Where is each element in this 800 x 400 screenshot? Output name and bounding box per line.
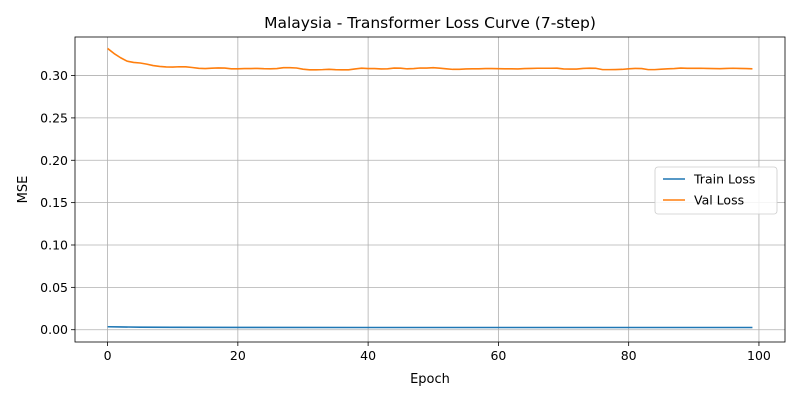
y-tick-label: 0.20 xyxy=(40,153,68,168)
series-lines xyxy=(107,47,753,329)
legend-box xyxy=(654,166,778,215)
y-axis-label: MSE xyxy=(16,176,31,204)
legend: Train Loss Val Loss xyxy=(654,166,778,215)
y-tick-label: 0.05 xyxy=(40,280,68,295)
y-tick-label: 0.30 xyxy=(40,68,68,83)
x-tick-label: 100 xyxy=(747,348,771,363)
y-tick-label: 0.25 xyxy=(40,110,68,125)
y-tick-label: 0.00 xyxy=(40,322,68,337)
series-line-train-loss xyxy=(107,325,753,329)
series-line-val-loss xyxy=(107,47,753,71)
plot-frame xyxy=(74,36,786,343)
y-tick-label: 0.15 xyxy=(40,195,68,210)
x-axis-label: Epoch xyxy=(410,372,450,387)
x-tick-label: 40 xyxy=(360,348,376,363)
x-tick-label: 20 xyxy=(230,348,246,363)
chart-title: Malaysia - Transformer Loss Curve (7-ste… xyxy=(264,14,596,32)
axis-ticks: 0 20 40 60 80 100 0.00 0.05 0.10 0.15 0.20 0.25 0.30 xyxy=(40,68,771,363)
x-tick-label: 60 xyxy=(490,348,506,363)
legend-label-val-loss: Val Loss xyxy=(694,193,744,208)
legend-label-train-loss: Train Loss xyxy=(693,172,755,187)
y-tick-label: 0.10 xyxy=(40,237,68,252)
x-tick-label: 80 xyxy=(621,348,637,363)
x-tick-label: 0 xyxy=(104,348,112,363)
